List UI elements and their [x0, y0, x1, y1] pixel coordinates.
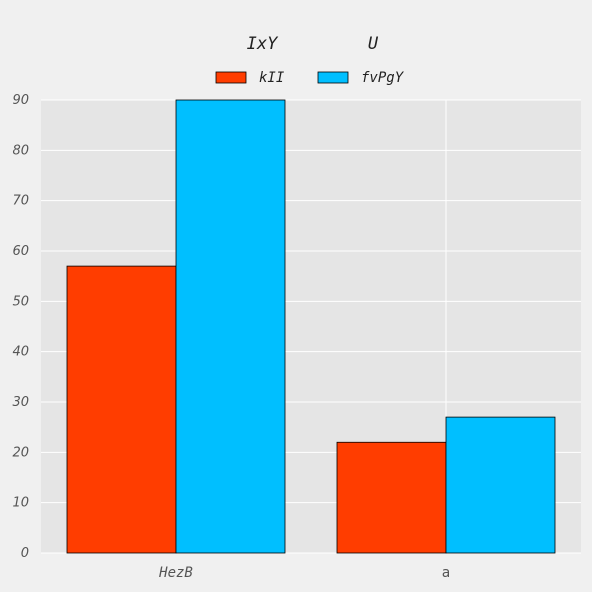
bar-fvPgY-HezB: [175, 99, 286, 554]
legend-label: kII: [259, 70, 285, 86]
y-tick-label: 20: [12, 445, 29, 460]
chart-title-part: IxY: [247, 34, 279, 54]
y-tick-label: 80: [12, 143, 29, 158]
legend-swatch-kII: [215, 71, 247, 84]
y-tick-label: 60: [12, 244, 29, 259]
bar-kII-HezB: [66, 265, 177, 554]
bars-layer: [66, 99, 556, 554]
chart-title-part: U: [368, 34, 379, 54]
legend-swatch-fvPgY: [317, 71, 349, 84]
legend: kII fvPgY: [215, 70, 405, 86]
y-tick-label: 40: [12, 345, 29, 360]
bar-kII-a: [336, 441, 447, 554]
chart-title: IxY U: [247, 34, 379, 54]
y-tick-label: 0: [21, 546, 29, 561]
y-tick-label: 30: [12, 395, 29, 410]
legend-label: fvPgY: [361, 70, 405, 86]
y-tick-label: 70: [12, 194, 29, 209]
y-tick-label: 90: [12, 93, 29, 108]
x-tick-label: HezB: [158, 565, 193, 581]
x-tick-label: a: [442, 565, 450, 581]
bar-fvPgY-a: [445, 416, 556, 554]
y-tick-label: 10: [12, 496, 29, 511]
y-tick-label: 50: [12, 294, 29, 309]
x-axis-ticks: HezB a: [158, 565, 450, 581]
y-axis-ticks: 0 10 20 30 40 50 60 70 80 90: [12, 93, 29, 561]
